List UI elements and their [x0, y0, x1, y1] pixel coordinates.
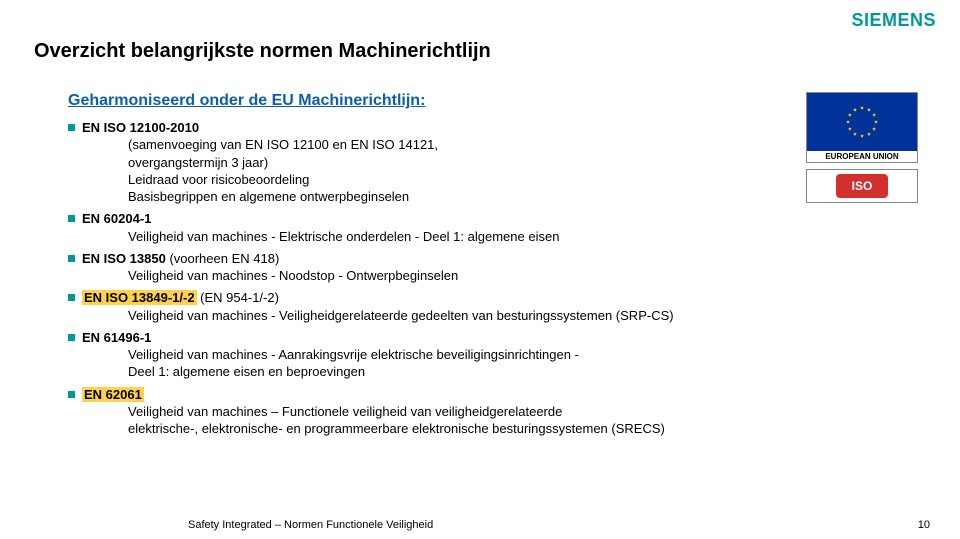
norm-item: EN ISO 13850 (voorheen EN 418)Veiligheid…: [68, 251, 748, 285]
bullet-icon: [68, 255, 75, 262]
eu-stars-icon: [842, 102, 882, 142]
eu-label: EUROPEAN UNION: [807, 151, 917, 162]
norm-heading: EN 62061: [82, 387, 748, 403]
norm-description-line: Veiligheid van machines - Veiligheidgere…: [82, 308, 748, 324]
norm-heading: EN 60204-1: [82, 211, 748, 227]
iso-badge-icon: ISO: [836, 174, 888, 198]
footer-text: Safety Integrated – Normen Functionele V…: [188, 519, 433, 531]
norm-item: EN ISO 13849-1/-2 (EN 954-1/-2) Veilighei…: [68, 290, 748, 324]
norm-code: EN ISO 12100-2010: [82, 120, 199, 135]
norm-code: EN 60204-1: [82, 211, 151, 226]
norm-code: EN 61496-1: [82, 330, 151, 345]
norm-item: EN 62061 Veiligheid van machines – Functi…: [68, 387, 748, 438]
iso-box: ISO: [806, 169, 918, 203]
norm-description-line: Leidraad voor risicobeoordeling: [82, 172, 748, 188]
norm-description-line: Veiligheid van machines – Functionele ve…: [82, 404, 748, 420]
star-icon: [867, 132, 871, 136]
image-column: EUROPEAN UNION ISO: [806, 92, 918, 209]
norm-code: EN ISO 13849-1/-2: [82, 290, 197, 305]
norm-heading: EN 61496-1: [82, 330, 748, 346]
norm-item: EN 60204-1 Veiligheid van machines - Elek…: [68, 211, 748, 245]
slide: SIEMENS Overzicht belangrijkste normen M…: [0, 0, 960, 539]
star-icon: [853, 108, 857, 112]
norm-code: EN 62061: [82, 387, 144, 402]
bullet-icon: [68, 294, 75, 301]
eu-flag-box: EUROPEAN UNION: [806, 92, 918, 163]
norm-heading: EN ISO 13849-1/-2 (EN 954-1/-2): [82, 290, 748, 306]
star-icon: [860, 134, 864, 138]
norm-item: EN ISO 12100-2010 (samenvoeging van EN IS…: [68, 120, 748, 205]
norm-description-line: overgangstermijn 3 jaar): [82, 155, 748, 171]
star-icon: [867, 108, 871, 112]
bullet-icon: [68, 215, 75, 222]
norm-description-line: elektrische-, elektronische- en programm…: [82, 421, 748, 437]
norm-suffix: (EN 954-1/-2): [197, 290, 279, 305]
star-icon: [848, 113, 852, 117]
bullet-icon: [68, 124, 75, 131]
subtitle: Geharmoniseerd onder de EU Machinerichtl…: [68, 92, 425, 110]
norm-description-line: Veiligheid van machines - Noodstop - Ont…: [82, 268, 748, 284]
star-icon: [874, 120, 878, 124]
norm-list: EN ISO 12100-2010 (samenvoeging van EN IS…: [68, 120, 748, 437]
page-number: 10: [918, 519, 930, 531]
norm-description-line: Veiligheid van machines - Elektrische on…: [82, 229, 748, 245]
eu-flag: [807, 93, 917, 151]
norm-description-line: Deel 1: algemene eisen en beproevingen: [82, 364, 748, 380]
page-title: Overzicht belangrijkste normen Machineri…: [34, 40, 491, 63]
star-icon: [846, 120, 850, 124]
star-icon: [848, 127, 852, 131]
norm-suffix: (voorheen EN 418): [166, 251, 279, 266]
norm-description-line: Basisbegrippen en algemene ontwerpbegins…: [82, 189, 748, 205]
norm-description-line: Veiligheid van machines - Aanrakingsvrij…: [82, 347, 748, 363]
norm-item: EN 61496-1 Veiligheid van machines - Aanr…: [68, 330, 748, 381]
star-icon: [853, 132, 857, 136]
star-icon: [872, 127, 876, 131]
bullet-icon: [68, 391, 75, 398]
star-icon: [860, 106, 864, 110]
norm-heading: EN ISO 13850 (voorheen EN 418): [82, 251, 748, 267]
norm-description-line: (samenvoeging van EN ISO 12100 en EN ISO…: [82, 137, 748, 153]
bullet-icon: [68, 334, 75, 341]
norm-heading: EN ISO 12100-2010: [82, 120, 748, 136]
star-icon: [872, 113, 876, 117]
norm-code: EN ISO 13850: [82, 251, 166, 266]
brand-logo: SIEMENS: [851, 10, 936, 31]
